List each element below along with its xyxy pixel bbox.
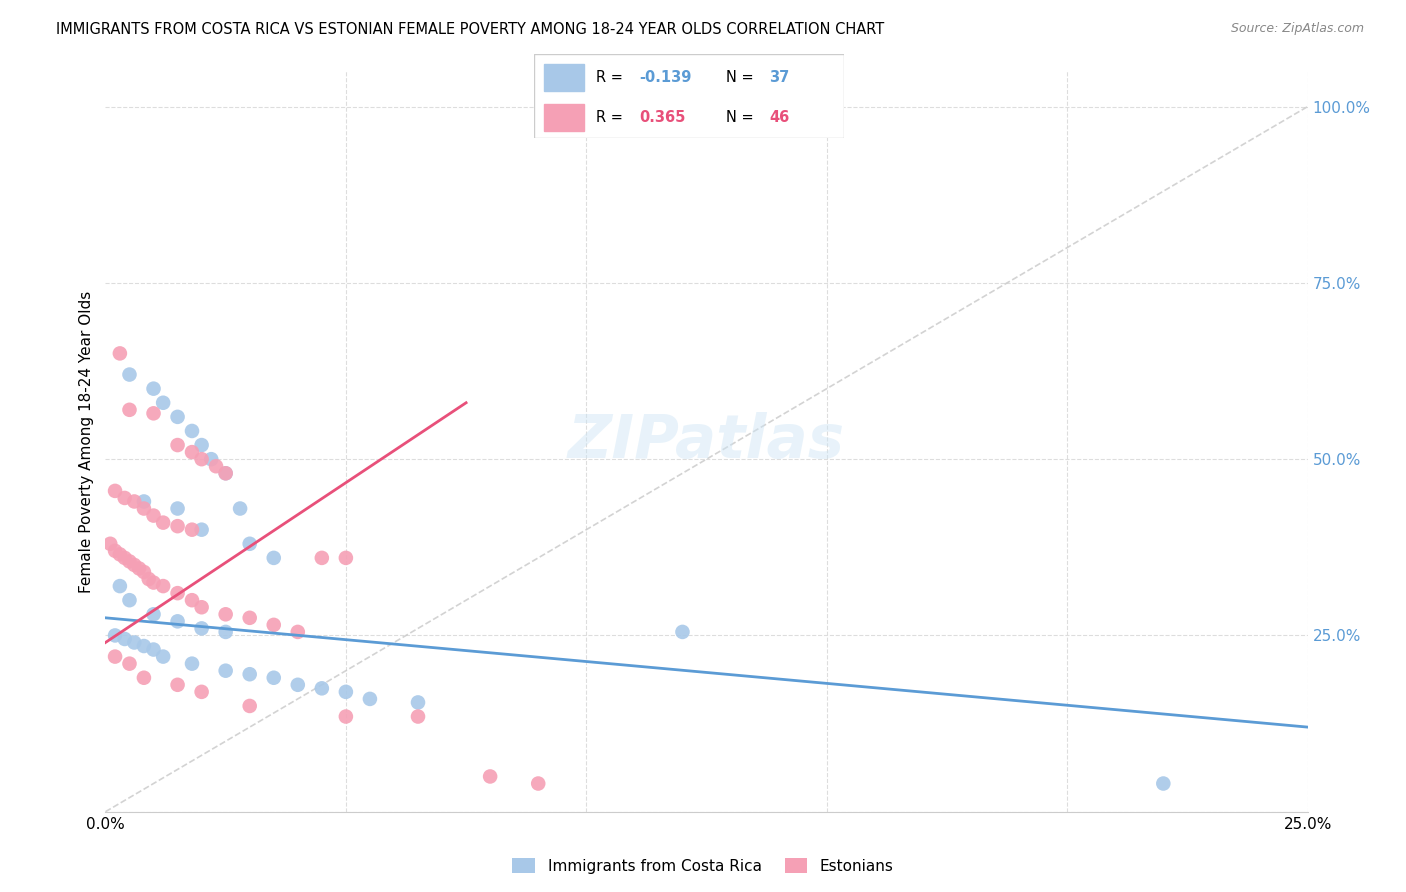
Point <box>239 537 262 551</box>
Point <box>114 632 136 646</box>
Point <box>335 550 357 565</box>
Point <box>152 516 174 530</box>
Point <box>166 409 188 424</box>
Text: -0.139: -0.139 <box>640 70 692 85</box>
Text: IMMIGRANTS FROM COSTA RICA VS ESTONIAN FEMALE POVERTY AMONG 18-24 YEAR OLDS CORR: IMMIGRANTS FROM COSTA RICA VS ESTONIAN F… <box>56 22 884 37</box>
Point <box>114 491 136 505</box>
Point <box>166 438 188 452</box>
Point <box>108 346 131 360</box>
Point <box>359 692 381 706</box>
Point <box>128 561 150 575</box>
Point <box>479 769 502 783</box>
Point <box>214 607 236 622</box>
Point <box>406 695 429 709</box>
Point <box>142 382 165 396</box>
Point <box>190 452 212 467</box>
Point <box>1152 776 1174 790</box>
Point <box>166 678 188 692</box>
Point <box>214 467 236 481</box>
Point <box>166 501 188 516</box>
Point <box>138 572 160 586</box>
Text: N =: N = <box>725 111 758 126</box>
Point <box>671 624 693 639</box>
Point <box>152 579 174 593</box>
Point <box>239 667 262 681</box>
Point <box>118 593 141 607</box>
Y-axis label: Female Poverty Among 18-24 Year Olds: Female Poverty Among 18-24 Year Olds <box>79 291 94 592</box>
Point <box>98 537 121 551</box>
Point <box>214 664 236 678</box>
FancyBboxPatch shape <box>534 54 844 138</box>
Point <box>108 547 131 561</box>
Point <box>124 635 146 649</box>
Point <box>132 639 155 653</box>
Bar <box>544 104 583 131</box>
Text: R =: R = <box>596 70 627 85</box>
Point <box>200 452 222 467</box>
Point <box>104 628 127 642</box>
Point <box>142 642 165 657</box>
Bar <box>544 63 583 91</box>
Point <box>263 618 285 632</box>
Point <box>181 593 204 607</box>
Point <box>132 565 155 579</box>
Point <box>335 685 357 699</box>
Point <box>239 698 262 713</box>
Point <box>287 624 309 639</box>
Point <box>190 621 212 635</box>
Point <box>527 776 550 790</box>
Point <box>132 494 155 508</box>
Point <box>214 467 236 481</box>
Text: ZIPatlas: ZIPatlas <box>568 412 845 471</box>
Point <box>190 438 212 452</box>
Text: 37: 37 <box>769 70 790 85</box>
Point <box>205 459 228 474</box>
Point <box>104 544 127 558</box>
Point <box>190 600 212 615</box>
Point <box>142 508 165 523</box>
Point <box>118 402 141 417</box>
Point <box>311 681 333 696</box>
Point <box>181 657 204 671</box>
Point <box>124 494 146 508</box>
Point <box>166 519 188 533</box>
Point <box>132 671 155 685</box>
Point <box>108 579 131 593</box>
Point <box>142 406 165 420</box>
Point <box>104 649 127 664</box>
Point <box>118 368 141 382</box>
Point <box>152 396 174 410</box>
Point <box>166 615 188 629</box>
Point <box>104 483 127 498</box>
Point <box>287 678 309 692</box>
Point <box>239 611 262 625</box>
Point <box>152 649 174 664</box>
Point <box>263 671 285 685</box>
Text: 46: 46 <box>769 111 790 126</box>
Point <box>181 445 204 459</box>
Text: 0.365: 0.365 <box>640 111 686 126</box>
Legend: Immigrants from Costa Rica, Estonians: Immigrants from Costa Rica, Estonians <box>506 852 900 880</box>
Point <box>214 624 236 639</box>
Point <box>166 586 188 600</box>
Point <box>118 554 141 568</box>
Text: Source: ZipAtlas.com: Source: ZipAtlas.com <box>1230 22 1364 36</box>
Point <box>132 501 155 516</box>
Point <box>263 550 285 565</box>
Point <box>181 424 204 438</box>
Text: R =: R = <box>596 111 627 126</box>
Point <box>181 523 204 537</box>
Text: N =: N = <box>725 70 758 85</box>
Point <box>406 709 429 723</box>
Point <box>190 685 212 699</box>
Point <box>142 607 165 622</box>
Point <box>118 657 141 671</box>
Point <box>311 550 333 565</box>
Point <box>142 575 165 590</box>
Point <box>229 501 252 516</box>
Point <box>335 709 357 723</box>
Point <box>190 523 212 537</box>
Point <box>124 558 146 572</box>
Point <box>114 550 136 565</box>
